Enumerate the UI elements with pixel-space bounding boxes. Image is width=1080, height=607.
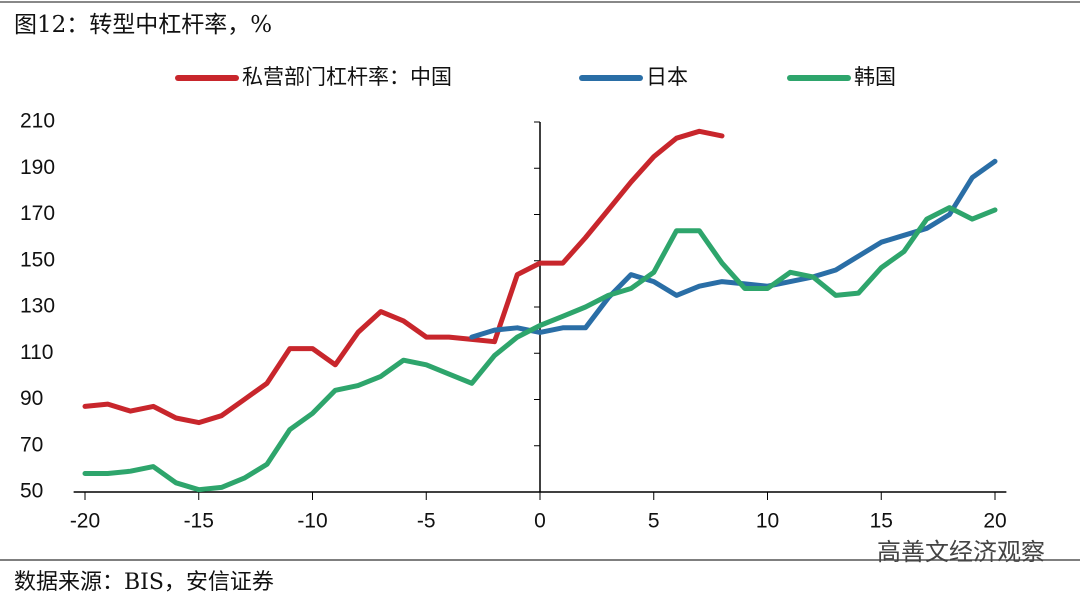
y-tick-label: 70 xyxy=(20,433,43,456)
x-tick-label: -5 xyxy=(417,510,436,533)
source-note: 数据来源：BIS，安信证券 xyxy=(14,570,274,595)
x-tick-label: 5 xyxy=(648,510,660,533)
series-line xyxy=(82,128,725,426)
y-tick-label: 150 xyxy=(20,248,55,271)
x-tick-label: 20 xyxy=(983,510,1006,533)
y-tick-label: 90 xyxy=(20,387,43,410)
y-tick-label: 110 xyxy=(20,341,53,364)
y-tick-label: 210 xyxy=(20,110,55,133)
watermark: 高善文经济观察 xyxy=(877,538,1045,566)
x-tick-label: 0 xyxy=(534,510,546,533)
x-tick-label: 15 xyxy=(870,510,893,533)
chart-title: 图12：转型中杠杆率，% xyxy=(14,12,272,38)
y-tick-label: 130 xyxy=(20,295,55,318)
x-tick-label: -15 xyxy=(184,510,214,533)
x-tick-label: -20 xyxy=(70,510,100,533)
legend-label: 日本 xyxy=(646,65,688,89)
series-line xyxy=(82,205,998,493)
legend-label: 私营部门杠杆率：中国 xyxy=(242,65,452,89)
series-line xyxy=(469,158,998,340)
x-tick-label: 10 xyxy=(756,510,779,533)
legend-label: 韩国 xyxy=(854,65,896,89)
y-tick-label: 50 xyxy=(20,480,43,503)
x-tick-label: -10 xyxy=(297,510,327,533)
y-tick-label: 190 xyxy=(20,156,55,179)
y-tick-label: 170 xyxy=(20,202,55,225)
